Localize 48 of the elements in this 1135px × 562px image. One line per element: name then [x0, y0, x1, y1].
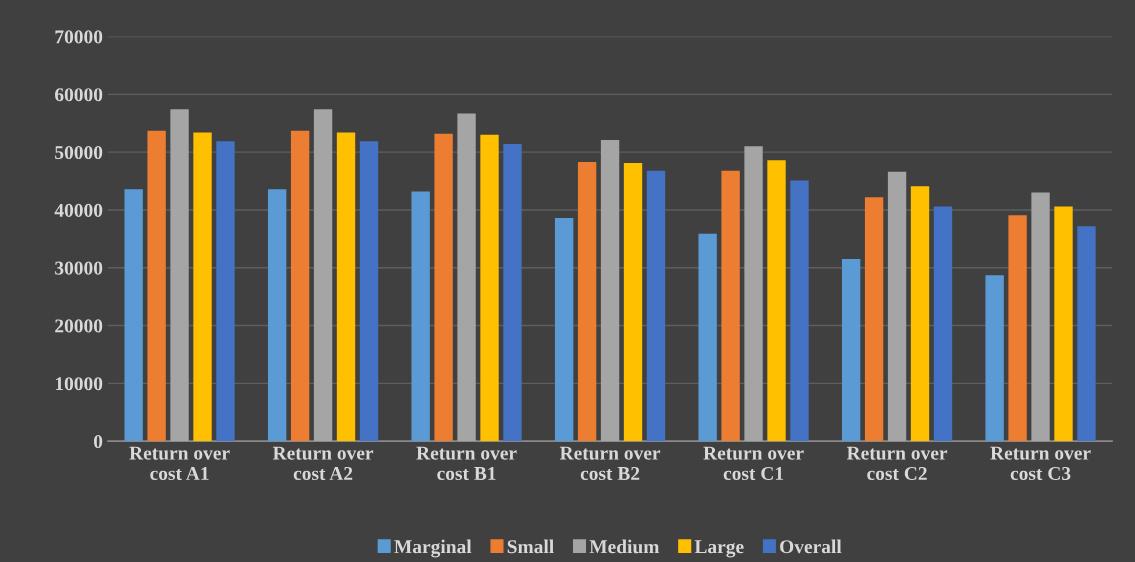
- legend-label: Overall: [780, 539, 842, 554]
- y-tick-label: 70000: [55, 30, 103, 44]
- legend-label: Marginal: [394, 539, 472, 558]
- bar: [359, 141, 379, 442]
- bar: [193, 132, 212, 442]
- bar: [1008, 215, 1027, 442]
- bar: [985, 275, 1004, 442]
- bar: [841, 259, 861, 442]
- bar: [503, 144, 522, 442]
- bar: [411, 191, 430, 442]
- legend-label: Medium: [589, 539, 660, 554]
- bar: [434, 133, 453, 442]
- bar: [290, 130, 310, 442]
- bar: [721, 170, 740, 442]
- bar: [577, 161, 597, 442]
- legend-label: Small: [507, 539, 554, 554]
- bar: [554, 218, 574, 442]
- y-tick-label: 60000: [55, 88, 103, 102]
- x-tick-label: Return over cost A2: [272, 446, 374, 481]
- bar: [147, 130, 166, 442]
- bar: [480, 134, 499, 442]
- y-tick-label: 50000: [55, 145, 103, 160]
- bar: [124, 189, 143, 442]
- y-tick-label: 40000: [54, 203, 103, 217]
- x-tick-label: Return over cost B2: [559, 446, 661, 481]
- y-tick-label: 10000: [55, 377, 103, 391]
- bar: [336, 132, 356, 442]
- bar: [933, 206, 953, 442]
- x-tick-label: Return over cost C2: [846, 446, 948, 481]
- bar: [267, 189, 287, 442]
- bar: [1054, 206, 1073, 442]
- y-tick-label: 30000: [55, 261, 103, 275]
- bar: [790, 180, 809, 442]
- bar: [646, 170, 666, 442]
- legend-label: Large: [694, 540, 744, 558]
- y-tick-label: 20000: [55, 319, 103, 333]
- x-tick-label: Return over cost B1: [416, 446, 517, 481]
- y-tick-label: 0: [93, 434, 103, 449]
- bar: [864, 197, 884, 442]
- bar: [910, 186, 930, 442]
- bar: [216, 141, 235, 442]
- x-tick-label: Return over cost C1: [703, 446, 804, 481]
- bar: [623, 163, 643, 442]
- x-tick-label: Return over cost A1: [129, 446, 230, 481]
- x-tick-label: Return over cost C3: [990, 446, 1091, 481]
- bar: [1077, 226, 1096, 442]
- bar: [698, 233, 717, 442]
- bar: [767, 160, 786, 442]
